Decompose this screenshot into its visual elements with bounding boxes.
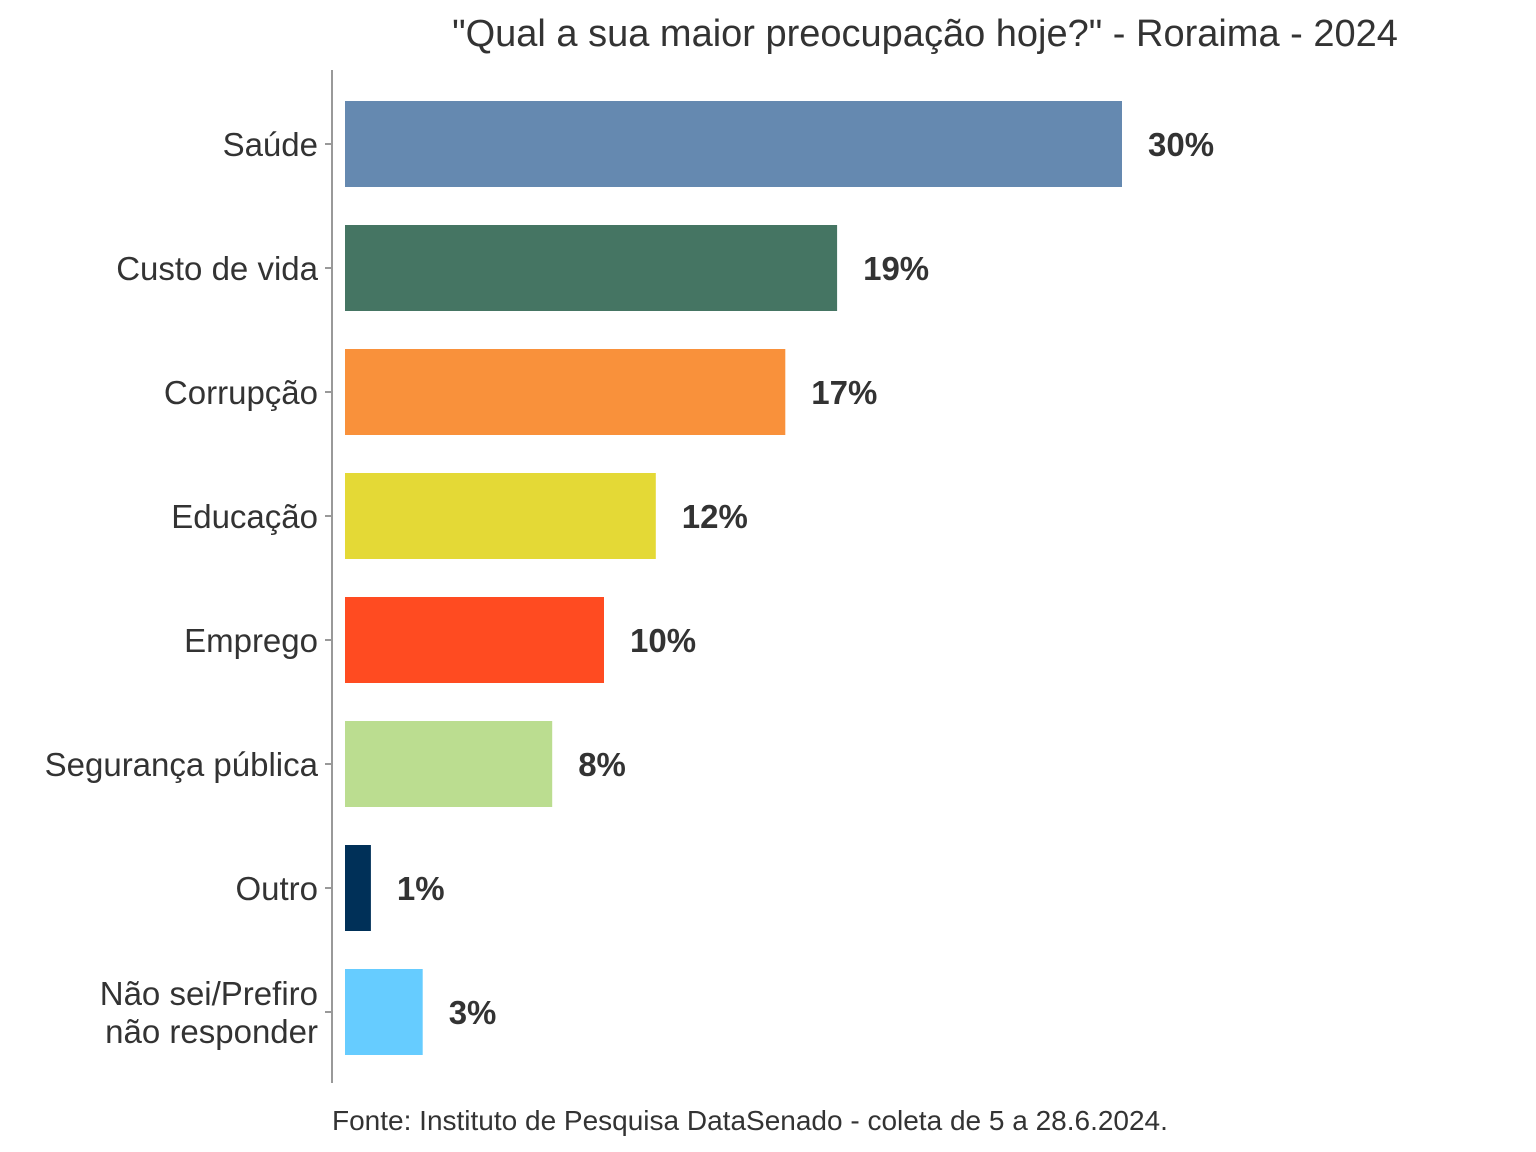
value-label: 19% bbox=[863, 250, 929, 287]
category-label: Outro bbox=[235, 870, 318, 907]
bar bbox=[345, 101, 1122, 187]
category-label: Educação bbox=[171, 498, 318, 535]
bar bbox=[345, 597, 604, 683]
bar bbox=[345, 721, 553, 807]
value-label: 3% bbox=[449, 994, 497, 1031]
value-label: 30% bbox=[1148, 126, 1214, 163]
category-label: Saúde bbox=[223, 126, 318, 163]
chart-title: "Qual a sua maior preocupação hoje?" - R… bbox=[452, 13, 1398, 55]
value-label: 8% bbox=[578, 746, 626, 783]
bar bbox=[345, 969, 423, 1055]
value-label: 10% bbox=[630, 622, 696, 659]
category-label: Corrupção bbox=[164, 374, 318, 411]
bar bbox=[345, 473, 656, 559]
bar bbox=[345, 845, 371, 931]
source-note: Fonte: Instituto de Pesquisa DataSenado … bbox=[332, 1105, 1168, 1136]
value-label: 17% bbox=[811, 374, 877, 411]
category-label: Segurança pública bbox=[45, 746, 319, 783]
category-label: Custo de vida bbox=[116, 250, 318, 287]
category-label: Emprego bbox=[184, 622, 318, 659]
category-label: Não sei/Prefiro não responder bbox=[100, 975, 318, 1050]
value-label: 12% bbox=[682, 498, 748, 535]
bar bbox=[345, 225, 838, 311]
value-label: 1% bbox=[397, 870, 445, 907]
bar-group: Saúde 30% Custo de vida 19% Corrupção 17% Educ… bbox=[45, 101, 1214, 1055]
bar bbox=[345, 349, 786, 435]
